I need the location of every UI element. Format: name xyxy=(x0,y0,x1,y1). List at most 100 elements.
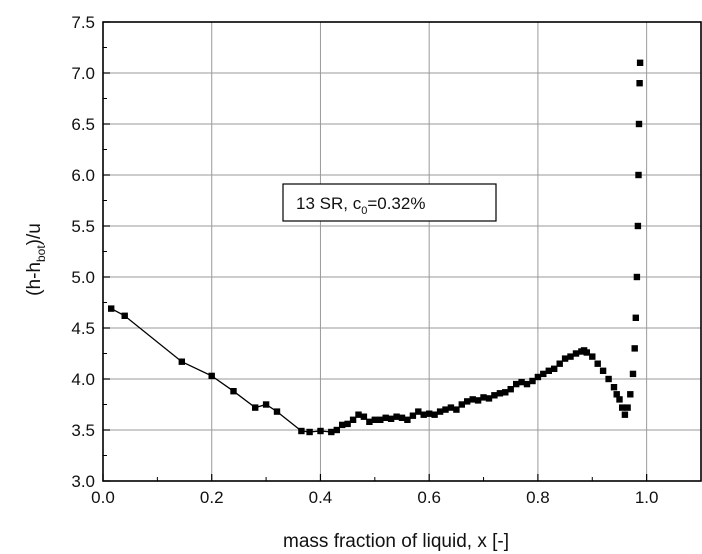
data-point xyxy=(447,404,455,411)
data-point xyxy=(349,416,357,423)
data-point xyxy=(377,416,384,423)
data-point xyxy=(382,414,389,421)
series-line xyxy=(110,308,332,433)
data-point xyxy=(230,388,237,395)
x-tick-label: 0.2 xyxy=(200,488,224,507)
data-point xyxy=(355,411,362,418)
data-point xyxy=(567,353,574,360)
y-tick-labels: 3.0 3.5 4.0 4.5 5.0 5.5 6.0 6.5 7.0 7.5 xyxy=(71,13,95,491)
y-axis-title: (h-hbot)/u xyxy=(24,223,48,296)
data-point xyxy=(208,372,215,380)
data-point xyxy=(619,404,626,411)
y-tick-label: 4.0 xyxy=(71,370,95,389)
y-axis-title-tail: )/u xyxy=(24,223,45,245)
data-point xyxy=(496,390,504,397)
y-tick-label: 4.5 xyxy=(71,319,95,338)
data-point xyxy=(398,414,406,421)
x-tick-label: 0.4 xyxy=(309,488,333,507)
annotation-box: 13 SR, c0=0.32% xyxy=(282,183,497,222)
data-point xyxy=(344,420,351,428)
data-point xyxy=(589,353,596,360)
data-point xyxy=(453,406,460,413)
data-point xyxy=(610,384,618,391)
data-point xyxy=(431,411,438,418)
data-point xyxy=(545,367,552,374)
data-point xyxy=(360,413,368,420)
x-tick-label: 0.8 xyxy=(526,488,550,507)
data-point xyxy=(121,312,128,319)
data-point xyxy=(631,345,638,352)
data-point xyxy=(624,404,631,411)
data-point xyxy=(480,394,487,401)
data-point xyxy=(572,350,580,357)
data-point xyxy=(409,412,417,419)
data-point xyxy=(306,428,313,436)
data-point xyxy=(273,408,281,415)
axis-ticks xyxy=(102,21,702,482)
y-tick-label: 5.5 xyxy=(71,217,95,236)
x-tick-label: 0.6 xyxy=(417,488,441,507)
data-point xyxy=(298,427,305,435)
annotation-frame xyxy=(282,183,497,222)
data-point xyxy=(561,355,569,362)
data-point xyxy=(333,426,340,434)
data-point xyxy=(594,360,601,367)
annotation-text: 13 SR, c0=0.32% xyxy=(296,194,425,217)
data-point xyxy=(393,413,400,420)
data-point xyxy=(523,380,531,388)
data-point xyxy=(540,370,547,378)
data-point xyxy=(518,378,525,386)
data-point xyxy=(507,386,514,393)
x-tick-label: 0.0 xyxy=(91,488,115,507)
data-point xyxy=(605,375,612,383)
data-point xyxy=(387,415,395,422)
y-tick-label: 6.5 xyxy=(71,115,95,134)
data-point xyxy=(491,392,498,399)
plot-frame xyxy=(102,21,702,482)
y-tick-label: 3.0 xyxy=(71,472,95,491)
annotation-main: 13 SR, c xyxy=(296,194,362,213)
data-point xyxy=(634,222,642,230)
data-point xyxy=(635,171,642,179)
data-point xyxy=(415,408,422,415)
grid-lines xyxy=(102,21,701,482)
data-point xyxy=(178,358,185,365)
annotation-value: =0.32% xyxy=(367,194,425,213)
data-point xyxy=(632,314,639,321)
data-point xyxy=(502,389,509,396)
data-point xyxy=(366,418,373,425)
data-point xyxy=(556,360,563,367)
data-point xyxy=(328,428,335,436)
data-point xyxy=(442,406,449,413)
y-tick-label: 6.0 xyxy=(71,166,95,185)
x-axis-title: mass fraction of liquid, x [-] xyxy=(283,531,509,552)
y-axis-title-main: (h-h xyxy=(24,262,45,296)
data-point xyxy=(629,370,637,378)
x-tick-label: 1.0 xyxy=(635,488,659,507)
y-tick-label: 3.5 xyxy=(71,421,95,440)
data-point xyxy=(616,396,623,403)
y-axis-title-subscript: bot xyxy=(34,245,48,262)
data-point xyxy=(404,416,411,423)
y-tick-label: 7.5 xyxy=(71,13,95,32)
data-point xyxy=(420,411,427,418)
data-point xyxy=(635,120,643,128)
x-tick-labels: 0.0 0.2 0.4 0.6 0.8 1.0 xyxy=(91,488,658,507)
data-point xyxy=(485,395,493,402)
data-point xyxy=(317,427,324,435)
data-point xyxy=(621,411,629,418)
data-line xyxy=(110,308,332,433)
data-point xyxy=(252,404,259,411)
annotation-subscript: 0 xyxy=(361,205,367,217)
data-point xyxy=(474,397,482,404)
data-point xyxy=(108,305,115,312)
y-tick-label: 5.0 xyxy=(71,268,95,287)
data-point xyxy=(513,380,520,388)
data-point xyxy=(458,401,465,408)
data-point xyxy=(627,391,634,398)
data-point xyxy=(551,365,558,372)
data-point xyxy=(426,410,433,417)
data-point xyxy=(534,373,542,381)
data-point xyxy=(339,421,346,429)
